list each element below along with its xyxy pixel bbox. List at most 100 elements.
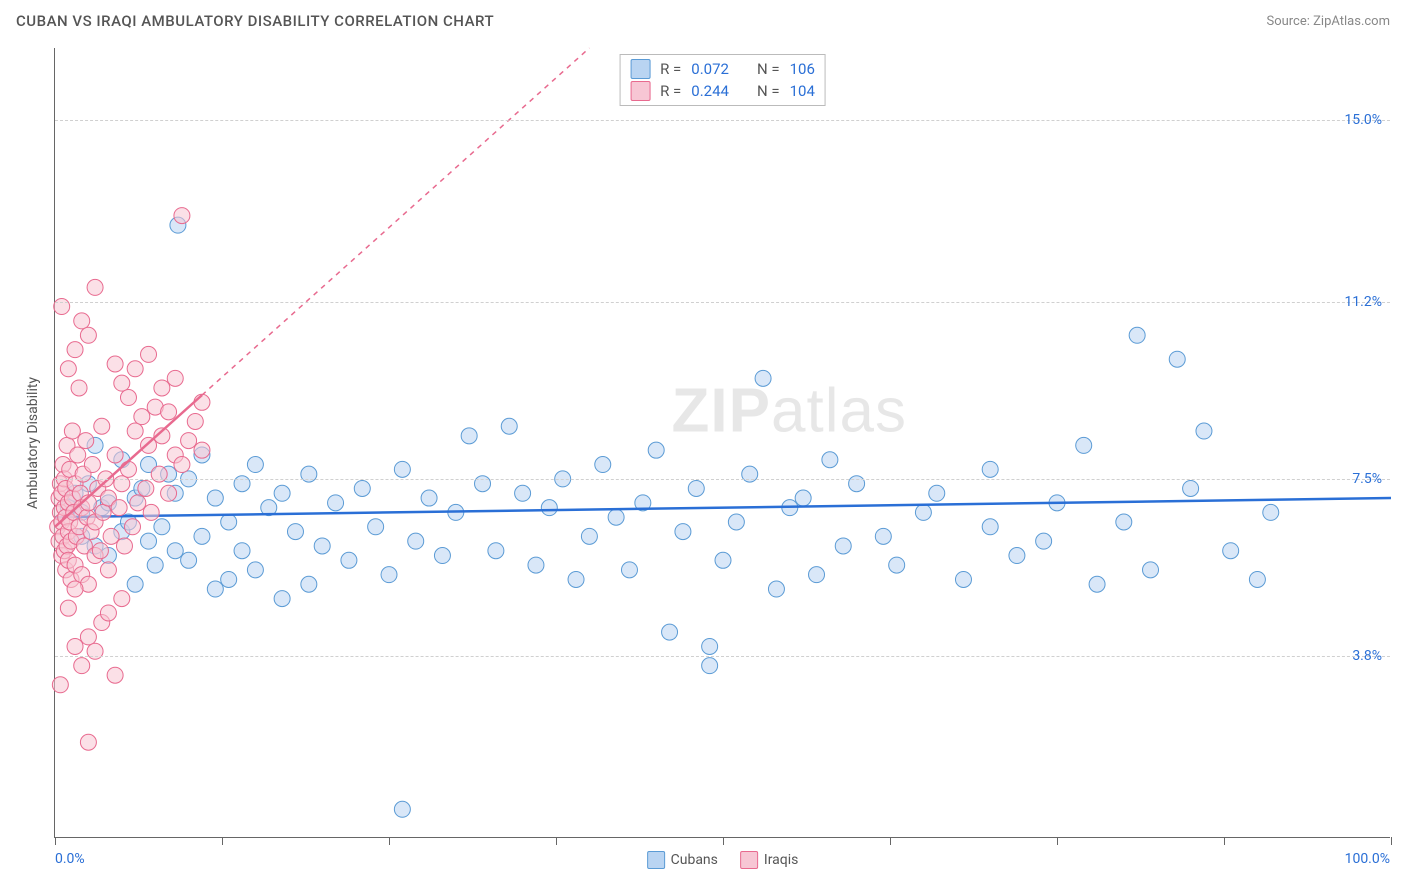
data-point (167, 370, 183, 386)
data-point (795, 490, 811, 506)
stat-r-value: 0.072 (691, 60, 729, 78)
data-point (67, 342, 83, 358)
data-point (915, 504, 931, 520)
data-point (100, 605, 116, 621)
data-point (127, 576, 143, 592)
data-point (52, 677, 68, 693)
stat-r-label: R = (660, 60, 681, 78)
y-tick-label: 3.8% (1352, 648, 1382, 664)
data-point (141, 346, 157, 362)
data-point (67, 581, 83, 597)
data-point (929, 485, 945, 501)
data-point (138, 480, 154, 496)
data-point (103, 528, 119, 544)
data-point (675, 524, 691, 540)
data-point (1249, 571, 1265, 587)
data-point (154, 380, 170, 396)
data-point (141, 533, 157, 549)
data-point (541, 500, 557, 516)
plot-svg (55, 48, 1390, 837)
data-point (84, 457, 100, 473)
data-point (982, 519, 998, 535)
x-tick (1224, 837, 1225, 845)
data-point (127, 423, 143, 439)
data-point (107, 447, 123, 463)
x-tick (1391, 837, 1392, 845)
data-point (1089, 576, 1105, 592)
data-point (461, 428, 477, 444)
data-point (120, 390, 136, 406)
legend-item: Cubans (647, 851, 718, 869)
x-tick (556, 837, 557, 845)
data-point (134, 409, 150, 425)
data-point (74, 658, 90, 674)
data-point (1076, 437, 1092, 453)
data-point (889, 557, 905, 573)
y-tick-label: 15.0% (1344, 112, 1382, 128)
data-point (488, 543, 504, 559)
series-legend: Cubans Iraqis (647, 851, 799, 869)
stat-r-label: R = (660, 82, 681, 100)
data-point (314, 538, 330, 554)
legend-item: Iraqis (740, 851, 798, 869)
data-point (194, 442, 210, 458)
gridline (55, 120, 1390, 121)
data-point (662, 624, 678, 640)
data-point (111, 500, 127, 516)
data-point (1183, 480, 1199, 496)
data-point (107, 356, 123, 372)
data-point (301, 576, 317, 592)
data-point (80, 629, 96, 645)
data-point (78, 433, 94, 449)
data-point (381, 567, 397, 583)
data-point (1116, 514, 1132, 530)
data-point (247, 562, 263, 578)
stats-row: R = 0.244N = 104 (630, 81, 815, 101)
y-tick-label: 11.2% (1344, 294, 1382, 310)
data-point (221, 514, 237, 530)
data-point (274, 591, 290, 607)
data-point (60, 600, 76, 616)
trend-line (55, 498, 1391, 517)
legend-swatch (630, 81, 650, 101)
data-point (124, 519, 140, 535)
header-row: CUBAN VS IRAQI AMBULATORY DISABILITY COR… (12, 12, 1394, 36)
chart-title: CUBAN VS IRAQI AMBULATORY DISABILITY COR… (16, 12, 494, 30)
data-point (568, 571, 584, 587)
x-tick (1057, 837, 1058, 845)
data-point (955, 571, 971, 587)
stat-n-value: 104 (790, 82, 815, 100)
data-point (1263, 504, 1279, 520)
data-point (74, 313, 90, 329)
data-point (130, 495, 146, 511)
data-point (341, 552, 357, 568)
data-point (194, 528, 210, 544)
data-point (755, 370, 771, 386)
data-point (528, 557, 544, 573)
legend-swatch (647, 851, 665, 869)
data-point (1036, 533, 1052, 549)
legend-label: Cubans (671, 852, 718, 868)
data-point (95, 504, 111, 520)
data-point (394, 801, 410, 817)
data-point (688, 480, 704, 496)
data-point (174, 457, 190, 473)
data-point (80, 734, 96, 750)
data-point (207, 490, 223, 506)
data-point (328, 495, 344, 511)
gridline (55, 656, 1390, 657)
data-point (107, 667, 123, 683)
chart-container: CUBAN VS IRAQI AMBULATORY DISABILITY COR… (12, 12, 1394, 880)
data-point (1169, 351, 1185, 367)
stats-legend-box: R = 0.072N = 106R = 0.244N = 104 (619, 54, 826, 106)
stat-n-label: N = (757, 82, 780, 100)
data-point (70, 447, 86, 463)
data-point (368, 519, 384, 535)
data-point (120, 461, 136, 477)
x-tick (222, 837, 223, 845)
data-point (147, 557, 163, 573)
data-point (648, 442, 664, 458)
data-point (768, 581, 784, 597)
data-point (187, 413, 203, 429)
x-tick (890, 837, 891, 845)
